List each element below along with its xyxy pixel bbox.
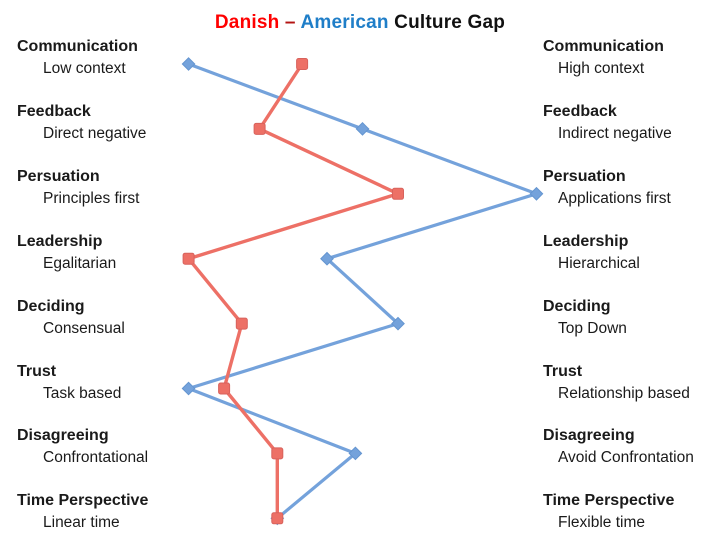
dimension-value-left: Task based (43, 384, 122, 402)
dimension-value-right: Hierarchical (558, 254, 640, 272)
american-marker (320, 251, 334, 266)
dimension-block-right: Persuation Applications first (543, 166, 671, 209)
dimension-block-right: Deciding Top Down (543, 296, 627, 339)
dimension-block-right: Trust Relationship based (543, 361, 690, 404)
dimension-value-left: Direct negative (43, 124, 147, 142)
dimension-value-right: Relationship based (558, 384, 690, 402)
title-part: Culture Gap (388, 12, 506, 33)
dimension-label: Leadership (17, 232, 103, 250)
danish-marker (271, 447, 284, 460)
dimension-block-right: Leadership Hierarchical (543, 231, 640, 274)
dimension-label: Feedback (543, 102, 617, 120)
dimension-label: Time Perspective (543, 492, 675, 510)
danish-marker (392, 187, 404, 200)
page-title: Danish – American Culture Gap (0, 12, 720, 34)
title-part: American (300, 12, 389, 33)
american-marker (355, 121, 370, 136)
danish-marker (271, 512, 284, 525)
american-marker (181, 57, 196, 71)
dimension-value-left: Principles first (43, 189, 140, 207)
title-part: – (279, 12, 301, 33)
dimension-block-left: Time Perspective Linear time (17, 490, 148, 533)
danish-marker (253, 122, 266, 135)
dimension-block-left: Leadership Egalitarian (17, 231, 116, 274)
dimension-block-right: Feedback Indirect negative (543, 101, 672, 144)
dimension-label: Deciding (543, 297, 611, 315)
american-marker (348, 446, 363, 461)
american-marker (391, 316, 405, 331)
dimension-label: Leadership (543, 232, 629, 250)
dimension-label: Trust (543, 362, 583, 380)
dimension-block-right: Time Perspective Flexible time (543, 490, 674, 533)
dimension-label: Time Perspective (17, 492, 149, 510)
dimension-label: Persuation (17, 167, 100, 185)
dimension-label: Persuation (543, 167, 626, 185)
dimension-value-right: Applications first (558, 189, 671, 207)
dimension-value-left: Linear time (43, 514, 120, 532)
dimension-label: Deciding (17, 297, 85, 315)
dimension-block-right: Communication High context (543, 36, 664, 79)
dimension-value-right: Indirect negative (558, 124, 672, 142)
dimension-block-left: Persuation Principles first (17, 166, 139, 209)
dimension-block-left: Trust Task based (17, 361, 121, 404)
dimension-value-left: Egalitarian (43, 254, 117, 272)
dimension-label: Trust (17, 362, 57, 380)
danish-marker (296, 58, 309, 70)
dimension-label: Disagreeing (543, 427, 635, 445)
danish-marker (218, 382, 231, 395)
dimension-value-right: Avoid Confrontation (558, 449, 694, 467)
dimension-block-right: Disagreeing Avoid Confrontation (543, 425, 694, 468)
dimension-value-right: Flexible time (558, 514, 645, 532)
danish-line (186, 62, 400, 520)
american-marker (181, 381, 196, 396)
dimension-label: Feedback (17, 102, 91, 120)
dimension-block-left: Deciding Consensual (17, 296, 125, 339)
dimension-value-left: Consensual (43, 319, 125, 337)
dimension-label: Communication (17, 38, 138, 55)
dimension-block-left: Disagreeing Confrontational (17, 425, 148, 468)
danish-marker (182, 252, 195, 265)
dimension-value-right: Top Down (558, 319, 627, 337)
danish-marker (235, 317, 248, 330)
american-line (187, 62, 539, 520)
american-marker (529, 186, 544, 201)
dimension-label: Communication (543, 38, 664, 55)
dimension-block-left: Communication Low context (17, 36, 138, 79)
dimension-value-left: Low context (43, 60, 126, 77)
dimension-value-right: High context (558, 60, 645, 77)
dimension-block-left: Feedback Direct negative (17, 101, 146, 144)
dimension-value-left: Confrontational (43, 449, 149, 467)
dimension-label: Disagreeing (17, 427, 109, 445)
title-part: Danish (214, 12, 280, 33)
